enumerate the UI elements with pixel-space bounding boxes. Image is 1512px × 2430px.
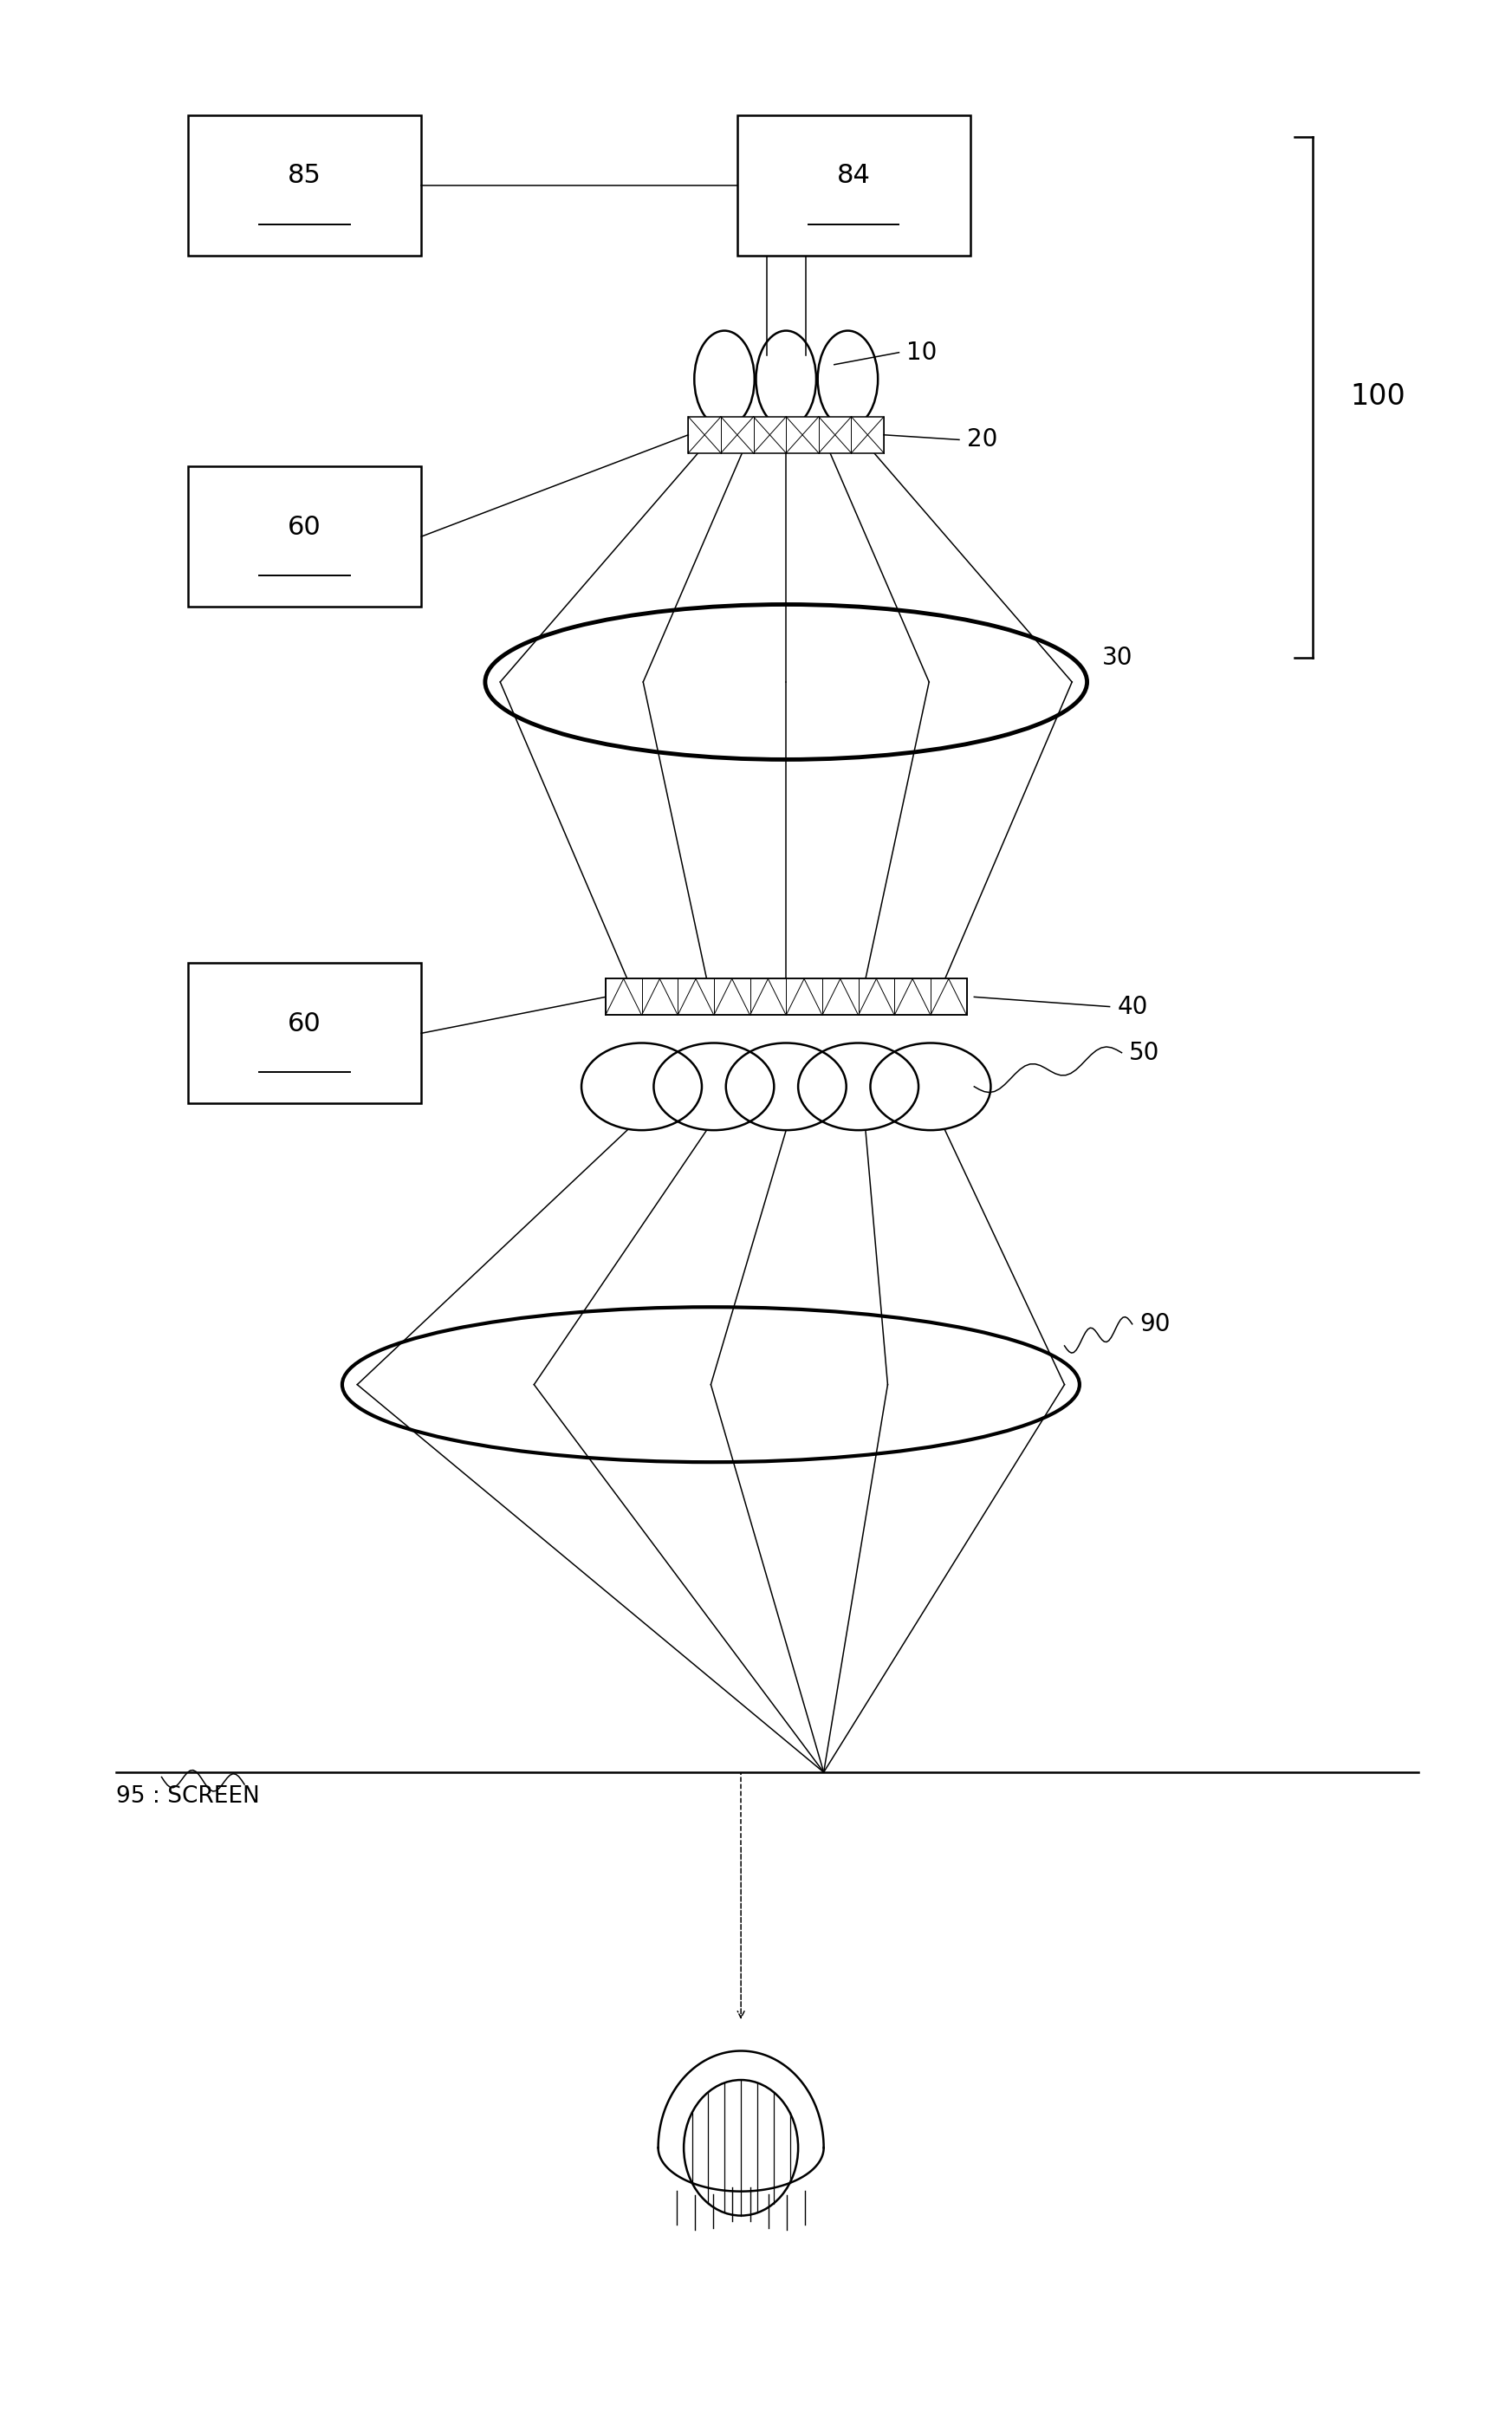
Bar xyxy=(688,416,885,452)
Text: 50: 50 xyxy=(1129,1040,1160,1064)
Text: 95 : SCREEN: 95 : SCREEN xyxy=(116,1786,260,1808)
Text: 100: 100 xyxy=(1350,382,1406,411)
Text: 10: 10 xyxy=(907,340,937,365)
Text: 30: 30 xyxy=(1102,646,1132,671)
Text: 84: 84 xyxy=(838,163,871,187)
Text: 60: 60 xyxy=(287,515,322,539)
Text: 60: 60 xyxy=(287,1011,322,1035)
Text: 85: 85 xyxy=(287,163,322,187)
Bar xyxy=(605,979,966,1016)
Text: 20: 20 xyxy=(966,428,998,452)
Bar xyxy=(187,467,422,608)
Bar xyxy=(187,114,422,255)
Text: 90: 90 xyxy=(1140,1312,1170,1336)
Text: 40: 40 xyxy=(1117,994,1148,1018)
Bar xyxy=(187,962,422,1103)
Bar xyxy=(738,114,971,255)
